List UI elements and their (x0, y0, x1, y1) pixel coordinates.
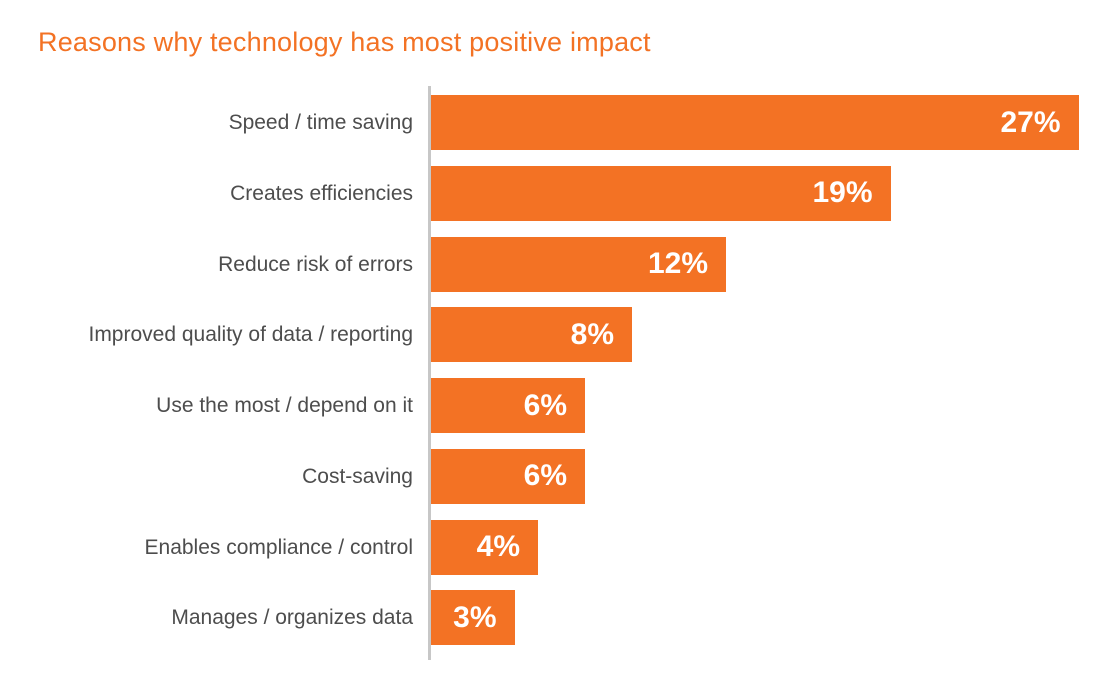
chart-row: Creates efficiencies 19% (0, 165, 1111, 237)
y-axis-line (428, 86, 431, 660)
category-label: Use the most / depend on it (156, 394, 413, 417)
chart-row: Manages / organizes data 3% (0, 590, 1111, 661)
value-label: 8% (570, 317, 614, 351)
category-label: Reduce risk of errors (218, 252, 413, 276)
chart-row: Use the most / depend on it 6% (0, 378, 1111, 449)
bar-chart: Speed / time saving 27% Creates efficien… (0, 95, 1111, 661)
category-label: Enables compliance / control (144, 535, 413, 559)
value-label: 6% (523, 459, 567, 493)
bar: 8% (431, 307, 632, 363)
bar: 6% (431, 378, 585, 433)
category-label: Creates efficiencies (230, 181, 413, 205)
value-label: 4% (476, 530, 520, 563)
bar: 12% (431, 236, 726, 292)
value-label: 6% (523, 388, 567, 422)
value-label: 12% (647, 247, 708, 280)
category-label: Manages / organizes data (171, 606, 413, 630)
value-label: 19% (812, 176, 873, 210)
bar: 4% (431, 519, 538, 575)
bar: 6% (431, 448, 585, 504)
category-label: Improved quality of data / reporting (88, 323, 413, 347)
category-label: Cost-saving (302, 464, 413, 488)
bar: 19% (431, 165, 891, 221)
value-label: 3% (453, 600, 497, 634)
chart-title: Reasons why technology has most positive… (38, 27, 651, 57)
bar: 3% (431, 590, 515, 646)
category-label: Speed / time saving (228, 111, 413, 134)
chart-row: Reduce risk of errors 12% (0, 236, 1111, 308)
chart-row: Cost-saving 6% (0, 448, 1111, 520)
chart-row: Enables compliance / control 4% (0, 519, 1111, 591)
value-label: 27% (1000, 105, 1061, 139)
chart-row: Improved quality of data / reporting 8% (0, 307, 1111, 378)
chart-row: Speed / time saving 27% (0, 95, 1111, 166)
bar: 27% (431, 95, 1079, 150)
